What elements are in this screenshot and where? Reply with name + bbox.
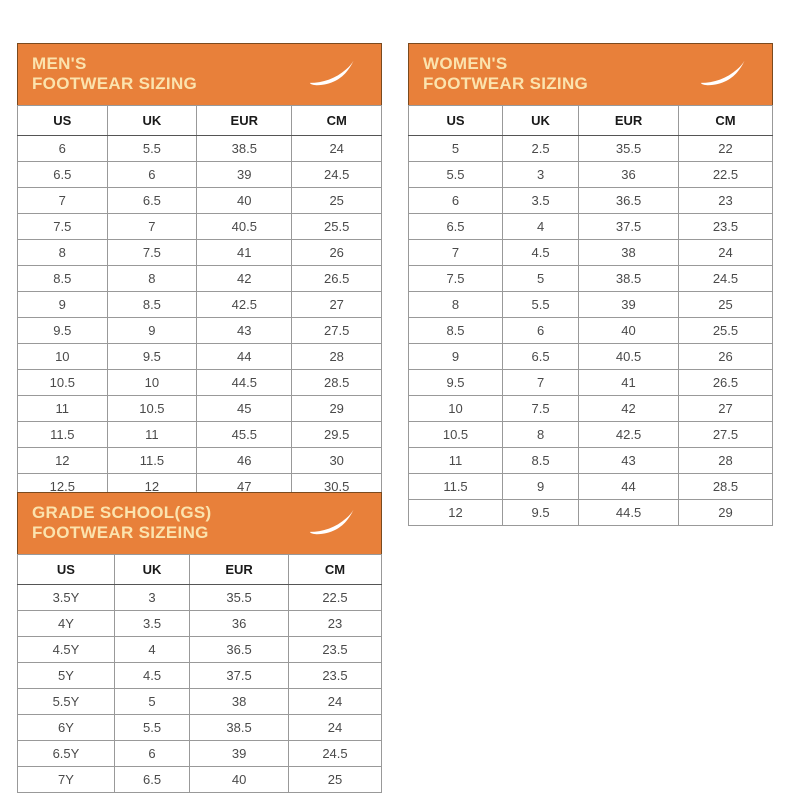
table-row: 10 7.5 42 27	[409, 396, 773, 422]
table-row: 8.5 6 40 25.5	[409, 318, 773, 344]
women-header-row: US UK EUR CM	[409, 106, 773, 136]
table-row: 6.5 4 37.5 23.5	[409, 214, 773, 240]
table-row: 6 5.5 38.5 24	[18, 136, 382, 162]
table-row: 9.5 9 43 27.5	[18, 318, 382, 344]
women-size-table: US UK EUR CM 5 2.5 35.5 22 5.5 3 36 22.5 6 3.5 3…	[408, 105, 773, 526]
men-size-table-block: MEN'S FOOTWEAR SIZING US UK EUR CM 6 5.5 3…	[17, 43, 382, 526]
table-row: 5.5 3 36 22.5	[409, 162, 773, 188]
table-row: 5.5Y 5 38 24	[18, 689, 382, 715]
table-row: 6.5Y 6 39 24.5	[18, 741, 382, 767]
gs-header-bar: GRADE SCHOOL(GS) FOOTWEAR SIZEING	[17, 492, 382, 554]
men-header-row: US UK EUR CM	[18, 106, 382, 136]
table-row: 7.5 7 40.5 25.5	[18, 214, 382, 240]
table-row: 12 11.5 46 30	[18, 448, 382, 474]
size-chart-page: MEN'S FOOTWEAR SIZING US UK EUR CM 6 5.5 3…	[0, 0, 800, 800]
table-row: 8.5 8 42 26.5	[18, 266, 382, 292]
table-row: 9 8.5 42.5 27	[18, 292, 382, 318]
table-row: 11.5 11 45.5 29.5	[18, 422, 382, 448]
gs-header-title: GRADE SCHOOL(GS) FOOTWEAR SIZEING	[32, 503, 282, 543]
table-row: 11.5 9 44 28.5	[409, 474, 773, 500]
table-row: 11 8.5 43 28	[409, 448, 773, 474]
table-row: 12 9.5 44.5 29	[409, 500, 773, 526]
gs-header-row: US UK EUR CM	[18, 555, 382, 585]
table-row: 8 7.5 41 26	[18, 240, 382, 266]
table-row: 10.5 8 42.5 27.5	[409, 422, 773, 448]
table-row: 5 2.5 35.5 22	[409, 136, 773, 162]
table-row: 6.5 6 39 24.5	[18, 162, 382, 188]
grade-school-size-table-block: GRADE SCHOOL(GS) FOOTWEAR SIZEING US UK …	[17, 492, 382, 793]
table-row: 7 6.5 40 25	[18, 188, 382, 214]
table-row: 7.5 5 38.5 24.5	[409, 266, 773, 292]
table-row: 10.5 10 44.5 28.5	[18, 370, 382, 396]
table-row: 4.5Y 4 36.5 23.5	[18, 637, 382, 663]
women-header-bar: WOMEN'S FOOTWEAR SIZING	[408, 43, 773, 105]
table-row: 5Y 4.5 37.5 23.5	[18, 663, 382, 689]
table-row: 8 5.5 39 25	[409, 292, 773, 318]
table-row: 7 4.5 38 24	[409, 240, 773, 266]
nike-swoosh-icon	[307, 58, 367, 92]
table-row: 4Y 3.5 36 23	[18, 611, 382, 637]
table-row: 3.5Y 3 35.5 22.5	[18, 585, 382, 611]
men-header-title: MEN'S FOOTWEAR SIZING	[32, 54, 282, 94]
women-size-table-block: WOMEN'S FOOTWEAR SIZING US UK EUR CM 5 2.…	[408, 43, 773, 526]
table-row: 9.5 7 41 26.5	[409, 370, 773, 396]
nike-swoosh-icon	[307, 507, 367, 541]
gs-size-table: US UK EUR CM 3.5Y 3 35.5 22.5 4Y 3.5 36 23 4.5…	[17, 554, 382, 793]
table-row: 10 9.5 44 28	[18, 344, 382, 370]
table-row: 7Y 6.5 40 25	[18, 767, 382, 793]
men-size-table: US UK EUR CM 6 5.5 38.5 24 6.5 6 39 24.5 7 6.5 4…	[17, 105, 382, 526]
table-row: 9 6.5 40.5 26	[409, 344, 773, 370]
table-row: 11 10.5 45 29	[18, 396, 382, 422]
nike-swoosh-icon	[698, 58, 758, 92]
women-header-title: WOMEN'S FOOTWEAR SIZING	[423, 54, 673, 94]
table-row: 6 3.5 36.5 23	[409, 188, 773, 214]
men-header-bar: MEN'S FOOTWEAR SIZING	[17, 43, 382, 105]
table-row: 6Y 5.5 38.5 24	[18, 715, 382, 741]
